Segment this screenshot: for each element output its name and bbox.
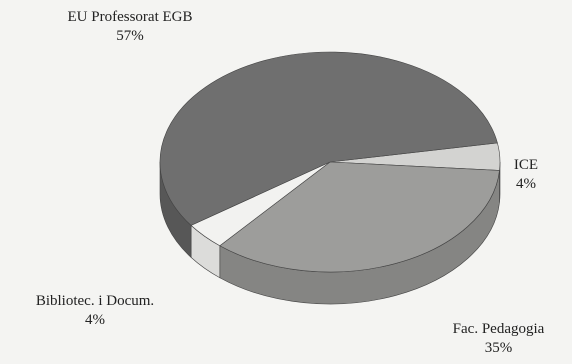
slice-eu-professorat-egb	[159, 51, 498, 226]
label-eu-professorat-egb: EU Professorat EGB 57%	[30, 8, 230, 46]
slice-label-bibliotec-i-docum: Bibliotec. i Docum.	[35, 293, 155, 309]
slice-value-bibliotec-i-docum: 4%	[85, 312, 105, 328]
label-fac-pedagogia: Fac. Pedagogia 35%	[425, 320, 572, 358]
slice-label-ice: ICE	[513, 157, 539, 173]
slice-value-ice: 4%	[516, 176, 536, 192]
label-ice: ICE 4%	[496, 156, 556, 194]
slice-value-eu-professorat-egb: 57%	[116, 28, 144, 44]
slice-value-fac-pedagogia: 35%	[484, 340, 513, 356]
slice-label-eu-professorat-egb: EU Professorat EGB	[67, 9, 193, 25]
slice-fac-pedagogia	[219, 161, 500, 273]
label-bibliotec-i-docum: Bibliotec. i Docum. 4%	[5, 292, 185, 330]
slice-label-fac-pedagogia: Fac. Pedagogia	[452, 321, 545, 337]
